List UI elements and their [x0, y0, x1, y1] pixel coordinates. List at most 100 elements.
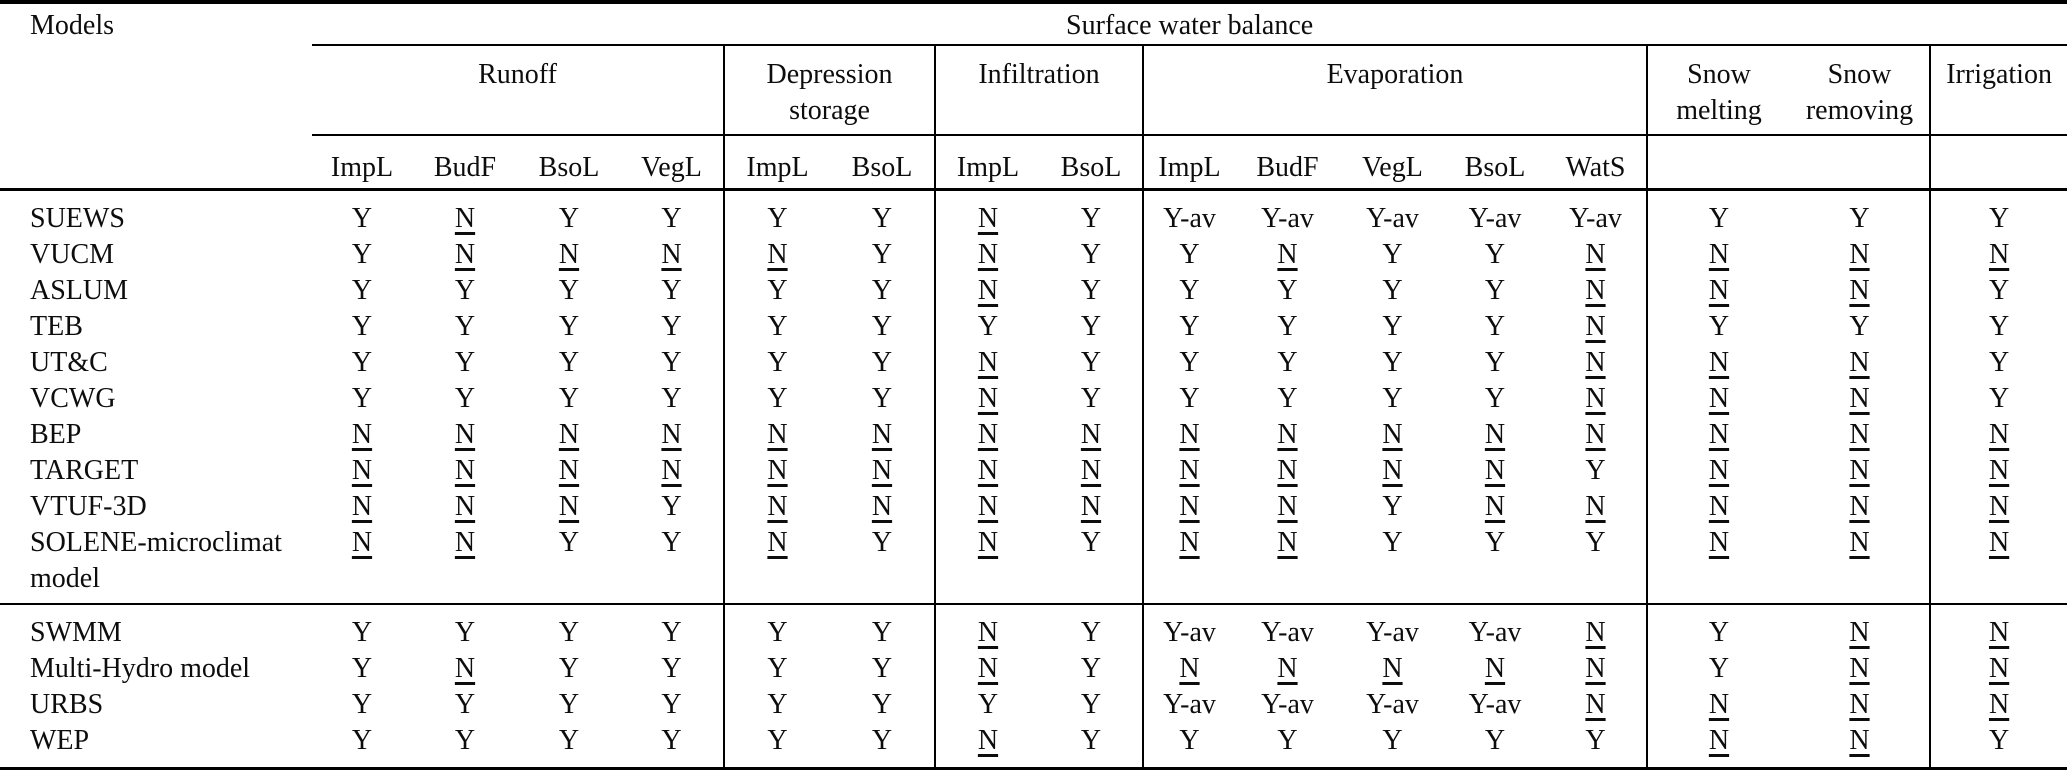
value-cell: Y [1545, 453, 1647, 489]
value-no: N [1708, 526, 1730, 558]
value-yes: Y [1382, 310, 1403, 342]
group-header-row: Runoff Depression storage Infiltration E… [0, 45, 2067, 136]
value-cell: Y [1340, 273, 1445, 309]
value-cell: Y [1928, 272, 2067, 309]
value-yes: Y [1484, 274, 1506, 306]
model-name-cell: VTUF-3D [30, 490, 147, 522]
value-no: N [558, 238, 580, 270]
value-cell: Y [1040, 309, 1143, 345]
value-cell: N [412, 489, 518, 525]
value-yes: Y [1080, 724, 1102, 756]
table-row: URBS Y Y Y Y Y Y Y Y Y-av Y-av Y-av Y-av N N N N [0, 686, 2067, 723]
value-cell: Y [1235, 273, 1340, 309]
value-cell: Y [723, 722, 830, 769]
model-name-cell: TEB [30, 310, 83, 342]
value-cell: Y [518, 309, 620, 345]
value-no: N [871, 490, 893, 522]
value-cell: N [723, 416, 830, 453]
value-no: N [1484, 454, 1506, 486]
value-cell: Y-av [1340, 687, 1445, 723]
value-cell: Y [830, 237, 935, 273]
value-cell: N [1340, 417, 1445, 453]
value-cell: N [830, 453, 935, 489]
value-yes: Y [661, 346, 682, 378]
value-cell: N [1790, 687, 1930, 723]
value-cell: N [830, 489, 935, 525]
value-yes: Y [871, 238, 893, 270]
value-yes: Y-av [1261, 616, 1314, 648]
value-cell: N [620, 453, 724, 489]
value-cell: Y [1340, 309, 1445, 345]
table-row: BEP N N N N N N N N N N N N N N N N [0, 416, 2067, 453]
value-cell: N [1646, 380, 1790, 417]
value-cell: Y [1790, 189, 1930, 237]
value-no: N [454, 202, 476, 234]
col-depression-bsol: BsoL [830, 135, 935, 191]
value-yes: Y [1179, 382, 1200, 414]
value-cell: N [1646, 524, 1790, 604]
value-cell: N [1142, 488, 1235, 525]
value-cell: Y [518, 381, 620, 417]
value-no: N [977, 202, 999, 234]
value-yes: Y [977, 310, 999, 342]
value-cell: N [518, 417, 620, 453]
table-row: VTUF-3D N N N Y N N N N N N Y N N N N N [0, 488, 2067, 525]
value-cell: N [312, 525, 412, 604]
value-yes: Y [661, 490, 682, 522]
value-yes: Y [1484, 310, 1506, 342]
value-no: N [1585, 616, 1606, 648]
value-cell: N [1445, 417, 1545, 453]
col-evaporation-budf: BudF [1235, 135, 1340, 191]
value-no: N [1585, 490, 1606, 522]
value-cell: Y [620, 723, 724, 769]
value-cell: Y [412, 273, 518, 309]
value-cell: N [312, 417, 412, 453]
value-cell: Y [1445, 309, 1545, 345]
table-row: Multi-Hydro model Y N Y Y Y Y N Y N N N N N Y N N [0, 650, 2067, 687]
value-no: N [1988, 526, 2010, 558]
value-yes: Y [1708, 652, 1730, 684]
col-snow-removing-empty [1790, 135, 1930, 191]
value-yes: Y [351, 688, 373, 720]
value-cell: N [1928, 416, 2067, 453]
value-cell: Y-av [1545, 189, 1647, 237]
value-cell: N [934, 272, 1040, 309]
table-row: VUCM Y N N N N Y N Y Y N Y Y N N N N [0, 236, 2067, 273]
value-yes: Y [871, 652, 893, 684]
value-no: N [1277, 490, 1298, 522]
value-no: N [1849, 238, 1870, 270]
value-no: N [767, 418, 788, 450]
value-no: N [1849, 616, 1870, 648]
value-cell: Y [620, 309, 724, 345]
value-cell: Y [312, 189, 412, 237]
table-row: SWMM Y Y Y Y Y Y N Y Y-av Y-av Y-av Y-av N Y N N [0, 602, 2067, 651]
value-cell: N [1142, 524, 1235, 604]
value-yes: Y [558, 652, 580, 684]
value-no: N [1849, 274, 1870, 306]
value-cell: N [934, 236, 1040, 273]
value-yes: Y [1179, 724, 1200, 756]
value-no: N [661, 238, 682, 270]
value-yes: Y [767, 310, 788, 342]
value-cell: N [1790, 381, 1930, 417]
value-yes: Y [1179, 310, 1200, 342]
value-no: N [1708, 346, 1730, 378]
table-row: UT&C Y Y Y Y Y Y N Y Y Y Y Y N N N Y [0, 344, 2067, 381]
value-cell: Y [723, 380, 830, 417]
col-infiltration-bsol: BsoL [1040, 135, 1143, 191]
value-no: N [558, 490, 580, 522]
value-no: N [1585, 310, 1606, 342]
value-cell: Y [830, 651, 935, 687]
value-yes: Y [661, 382, 682, 414]
value-cell: Y [312, 273, 412, 309]
value-yes: Y [454, 310, 476, 342]
value-no: N [454, 526, 476, 558]
group-snow-melting: Snow melting [1646, 45, 1790, 136]
value-no: N [977, 382, 999, 414]
value-cell: Y [518, 602, 620, 651]
value-no: N [1849, 454, 1870, 486]
value-no: N [767, 238, 788, 270]
value-cell: Y [312, 309, 412, 345]
value-cell: N [1790, 489, 1930, 525]
value-cell: Y [1928, 722, 2067, 769]
